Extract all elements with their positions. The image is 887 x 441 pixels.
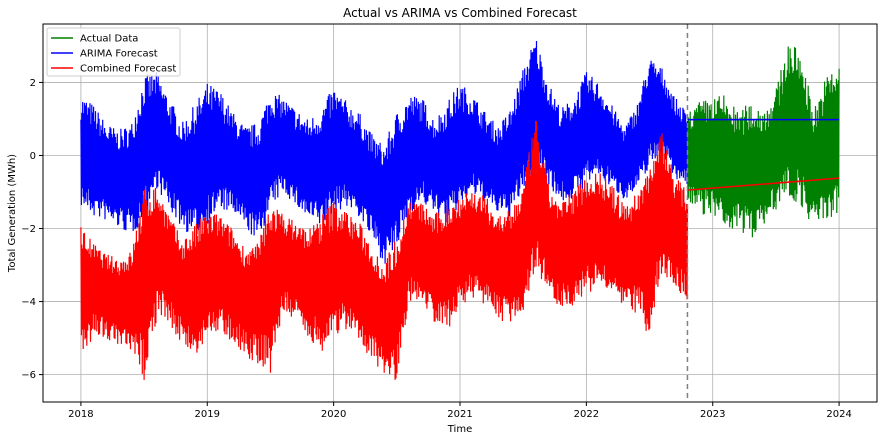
x-tick-label: 2024 xyxy=(826,409,851,420)
legend-label: Combined Forecast xyxy=(80,64,176,75)
x-axis-label: Time xyxy=(447,424,472,435)
x-tick-label: 2021 xyxy=(447,409,472,420)
x-tick-label: 2020 xyxy=(321,409,346,420)
y-tick-label: 2 xyxy=(30,78,36,89)
split-line-layer xyxy=(686,24,840,402)
forecast-line-overlay xyxy=(687,177,840,191)
series-trace xyxy=(80,120,689,380)
x-axis-ticks: 2018 2019 2020 2021 2022 2023 2024 xyxy=(68,402,852,420)
legend-label: Actual Data xyxy=(80,34,138,45)
legend-box xyxy=(46,27,181,77)
x-tick-label: 2018 xyxy=(68,409,93,420)
legend-label: ARIMA Forecast xyxy=(80,49,158,60)
chart-title: Actual vs ARIMA vs Combined Forecast xyxy=(343,6,577,20)
y-tick-label: −2 xyxy=(21,224,36,235)
y-tick-label: −6 xyxy=(21,370,36,381)
x-tick-label: 2023 xyxy=(700,409,725,420)
series-actual-data xyxy=(686,46,840,238)
y-tick-label: 0 xyxy=(30,151,36,162)
x-tick-label: 2019 xyxy=(195,409,220,420)
y-axis-ticks: −6 −4 −2 0 2 xyxy=(21,78,43,381)
y-axis-label: Total Generation (MWh) xyxy=(7,154,18,273)
x-tick-label: 2022 xyxy=(574,409,599,420)
y-tick-label: −4 xyxy=(21,297,36,308)
legend: Actual Data ARIMA Forecast Combined Foreca… xyxy=(46,27,181,77)
series-trace xyxy=(80,40,689,264)
series-trace xyxy=(686,46,840,238)
